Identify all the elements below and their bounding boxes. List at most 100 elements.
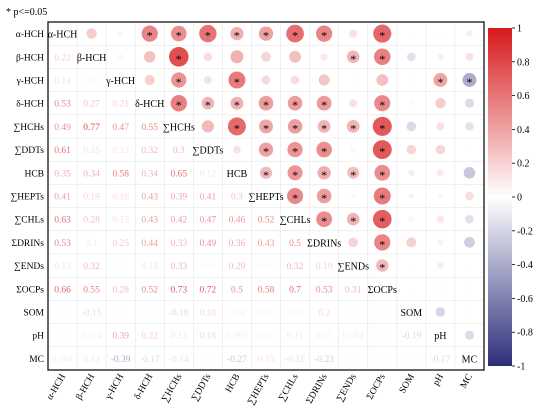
correlation-circle [316, 188, 332, 204]
colorbar-tick-label: 0.8 [517, 57, 530, 68]
correlation-circle [437, 53, 444, 60]
correlation-value: 0.55 [141, 123, 158, 133]
colorbar-tick-label: -0.2 [517, 226, 533, 237]
correlation-circle [203, 75, 212, 85]
colorbar-tick-label: -0.4 [517, 260, 533, 271]
colorbar-tick-label: 1 [517, 24, 522, 35]
correlation-value: -0.17 [140, 355, 160, 365]
correlation-circle [316, 211, 333, 228]
correlation-circle [286, 24, 304, 43]
significance-star: * [147, 29, 153, 43]
correlation-circle [372, 116, 392, 136]
correlation-value: 0.44 [141, 239, 158, 249]
diagonal-label: MC [462, 354, 478, 365]
significance-star: * [321, 191, 327, 205]
correlation-circle [352, 78, 355, 82]
diagonal-label: ∑CHLs [280, 215, 311, 226]
correlation-value: 0.53 [316, 285, 333, 295]
significance-star: * [292, 168, 298, 182]
correlation-value: 0.42 [170, 216, 187, 226]
correlation-circle [465, 52, 474, 61]
correlation-value: 0.13 [83, 355, 100, 365]
x-tick-label: ∑HCHs [160, 372, 184, 404]
correlation-circle [466, 30, 473, 37]
correlation-value: 0.63 [54, 216, 71, 226]
significance-star: * [379, 168, 385, 182]
correlation-circle [287, 95, 303, 111]
correlation-value: 0.084 [343, 332, 365, 342]
correlation-circle [376, 259, 389, 272]
correlation-value: 0.41 [200, 193, 217, 203]
correlation-circle [203, 52, 213, 62]
correlation-value: 0.5 [289, 239, 301, 249]
correlation-circle [287, 187, 304, 205]
significance-star: * [263, 168, 269, 182]
correlation-circle [318, 74, 330, 86]
correlation-value: 0.05 [83, 77, 100, 87]
plot-frame [47, 21, 485, 371]
correlation-value: 0.13 [170, 332, 187, 342]
correlation-circle [317, 166, 331, 180]
correlation-circle [118, 31, 124, 37]
correlation-circle [320, 53, 328, 61]
correlation-circle [437, 262, 444, 269]
correlation-circle [408, 169, 415, 176]
correlation-circle [230, 50, 244, 64]
correlation-value: 0.34 [83, 169, 100, 179]
correlation-circle [199, 24, 217, 43]
x-tick-label: α-HCH [45, 372, 68, 402]
correlation-value: 0.084 [52, 355, 74, 365]
correlation-circle [316, 25, 333, 42]
diagonal-label: δ-HCH [135, 99, 164, 110]
correlation-circle [372, 140, 392, 160]
correlation-circle [290, 75, 300, 85]
x-axis-labels: α-HCH β-HCH γ-HCH δ-HCH ∑HCHs ∑DDTs HCB ∑HEPTs ∑… [45, 372, 475, 407]
correlation-value: 0.65 [170, 169, 187, 179]
correlation-value: 0.61 [54, 146, 71, 156]
correlation-circle [467, 148, 472, 152]
correlation-circle [462, 73, 477, 87]
correlation-value: 0.58 [258, 285, 275, 295]
correlation-circle [435, 97, 446, 109]
colorbar [488, 28, 512, 366]
correlation-circle [171, 25, 187, 42]
y-tick-label: ∑DDTs [15, 146, 45, 156]
correlation-value: 0.43 [141, 216, 158, 226]
diagonal-label: pH [434, 331, 446, 342]
significance-star: * [234, 75, 240, 89]
significance-star: * [292, 145, 298, 159]
correlation-value: 0.11 [287, 332, 304, 342]
correlation-circle [143, 51, 156, 63]
correlation-circle [287, 165, 303, 181]
correlation-value: 0.06 [258, 309, 275, 319]
correlation-value: 0.15 [83, 146, 100, 156]
y-tick-label: MC [29, 355, 44, 365]
correlation-value: 0.004 [343, 309, 365, 319]
correlation-circle [169, 47, 189, 67]
significance-star: * [205, 98, 211, 112]
correlation-value: 0.02 [403, 355, 420, 365]
significance-star: * [292, 98, 298, 112]
correlation-circle [464, 237, 475, 248]
significance-star: * [466, 75, 472, 89]
diagonal-label: ΣOCPs [368, 285, 397, 296]
correlation-circle [258, 95, 274, 111]
correlation-value: 0.35 [54, 169, 71, 179]
x-tick-label: γ-HCH [103, 372, 126, 402]
correlation-value: 0.02 [54, 332, 71, 342]
correlation-value: 0.33 [170, 262, 187, 272]
correlation-circle [464, 330, 475, 340]
correlation-circle [258, 26, 274, 41]
correlation-value: 0.01 [374, 355, 391, 365]
correlation-value: 0.13 [141, 262, 158, 272]
correlation-value: 0.13 [112, 146, 129, 156]
x-tick-label: pH [432, 372, 447, 387]
y-tick-label: β-HCH [16, 53, 44, 63]
correlation-circle [463, 167, 476, 179]
correlation-value: 0.2 [318, 309, 330, 319]
colorbar-tick-label: 0.6 [517, 91, 530, 102]
correlation-circle [118, 54, 124, 60]
correlation-value: 0.52 [141, 285, 158, 295]
heatmap-cells: α-HCH * * * * * * * * 0.22 β-HCH * * * 0.14 0.05 γ-HCH * *… [48, 22, 484, 370]
